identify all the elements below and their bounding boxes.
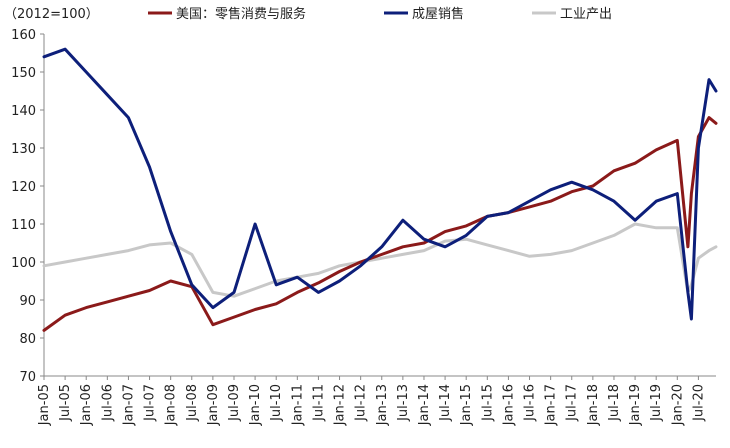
y-tick-label: 100 (11, 256, 36, 271)
y-tick-label: 70 (19, 370, 36, 385)
x-tick-label: Jan-16 (501, 384, 516, 426)
legend-label-retail: 美国：零售消费与服务 (176, 6, 306, 22)
x-tick-label: Jan-08 (164, 384, 179, 426)
x-tick-label: Jan-13 (375, 384, 390, 426)
x-tick-label: Jul-11 (311, 384, 326, 422)
y-tick-label: 150 (11, 66, 36, 81)
x-tick-label: Jul-08 (185, 384, 200, 422)
x-tick-label: Jan-09 (206, 384, 221, 426)
series-layer (42, 47, 718, 332)
x-axis: Jan-05 Jul-05 Jan-06 Jul-06 Jan-07 Jul-07 Jan-… (37, 375, 716, 426)
y-tick-label: 120 (11, 180, 36, 195)
y-tick-label: 110 (11, 218, 36, 233)
x-tick-label: Jan-06 (79, 384, 94, 426)
x-tick-label: Jan-11 (290, 384, 305, 426)
y-tick-label: 80 (19, 332, 36, 347)
x-tick-label: Jul-12 (354, 384, 369, 422)
x-tick-label: Jul-09 (227, 384, 242, 422)
y-tick-label: 130 (11, 142, 36, 157)
x-tick-label: Jan-14 (417, 384, 432, 426)
y-axis: 70 80 90 100 110 120 130 140 150 160 (11, 28, 45, 385)
legend-label-industrial: 工业产出 (560, 7, 612, 22)
x-tick-label: Jan-18 (586, 384, 601, 426)
x-tick-label: Jul-14 (438, 384, 453, 422)
legend: 美国：零售消费与服务 成屋销售 工业产出 (148, 6, 612, 22)
x-tick-label: Jan-15 (459, 384, 474, 426)
x-tick-label: Jul-10 (269, 384, 284, 422)
x-tick-label: Jan-20 (670, 384, 685, 426)
x-tick-label: Jan-12 (333, 384, 348, 426)
x-tick-label: Jan-17 (544, 384, 559, 426)
x-tick-label: Jan-07 (121, 384, 136, 426)
y-tick-label: 90 (19, 294, 36, 309)
x-tick-label: Jul-05 (58, 384, 73, 422)
x-tick-label: Jul-18 (607, 384, 622, 422)
x-tick-label: Jul-15 (480, 384, 495, 422)
x-tick-label: Jan-19 (628, 384, 643, 426)
x-tick-label: Jul-17 (565, 384, 580, 422)
x-tick-label: Jul-07 (143, 384, 158, 422)
x-tick-label: Jan-05 (37, 384, 52, 426)
x-tick-label: Jul-20 (691, 384, 706, 422)
unit-label: （2012=100） (4, 7, 99, 22)
x-tick-label: Jul-19 (649, 384, 664, 422)
legend-label-home-sales: 成屋销售 (412, 6, 464, 22)
y-tick-label: 140 (11, 104, 36, 119)
x-tick-label: Jul-06 (100, 384, 115, 422)
series-line-retail (42, 116, 718, 332)
y-tick-label: 160 (11, 28, 36, 43)
series-line-home-sales (42, 47, 718, 321)
series-line-industrial (42, 222, 718, 298)
x-tick-label: Jan-10 (248, 384, 263, 426)
x-tick-label: Jul-16 (523, 384, 538, 422)
x-tick-label: Jul-13 (396, 384, 411, 422)
